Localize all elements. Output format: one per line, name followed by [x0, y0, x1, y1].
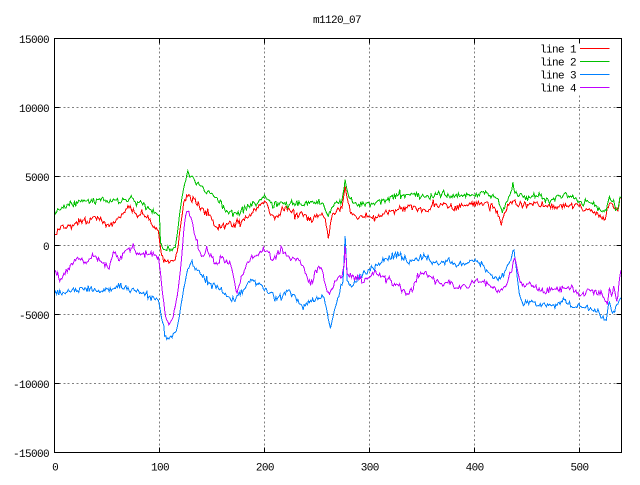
- svg-text:200: 200: [256, 463, 274, 475]
- svg-text:10000: 10000: [19, 104, 49, 116]
- svg-text:0: 0: [52, 463, 58, 475]
- svg-text:15000: 15000: [19, 35, 49, 47]
- svg-text:-5000: -5000: [19, 311, 49, 323]
- svg-text:m1120_07: m1120_07: [313, 15, 361, 27]
- svg-text:500: 500: [570, 463, 588, 475]
- svg-text:-10000: -10000: [13, 380, 49, 392]
- svg-text:400: 400: [466, 463, 484, 475]
- svg-text:300: 300: [361, 463, 379, 475]
- svg-text:0: 0: [43, 242, 49, 254]
- svg-text:line 1: line 1: [540, 45, 577, 57]
- svg-text:line 4: line 4: [540, 84, 577, 96]
- svg-text:line 3: line 3: [540, 71, 576, 83]
- svg-text:100: 100: [151, 463, 169, 475]
- svg-text:5000: 5000: [25, 173, 49, 185]
- svg-text:line 2: line 2: [540, 58, 576, 70]
- svg-text:-15000: -15000: [13, 449, 49, 461]
